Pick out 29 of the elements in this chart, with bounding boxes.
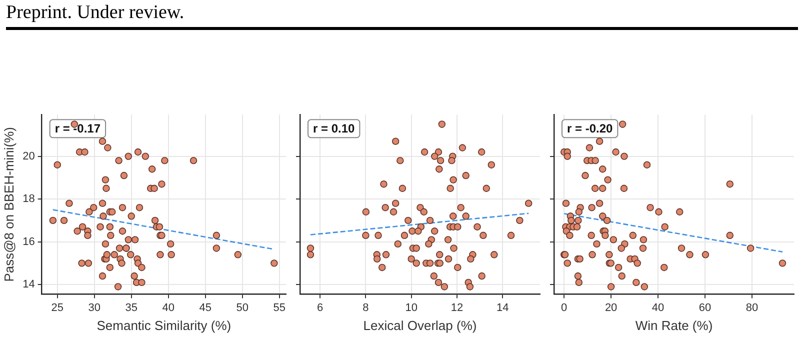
x-axis-title: Lexical Overlap (%) <box>363 318 477 333</box>
x-tick-label: 30 <box>88 302 100 314</box>
x-tick-label: 50 <box>236 302 248 314</box>
x-tick-label: 20 <box>604 302 618 314</box>
annotation: r = 0.10 <box>313 121 356 136</box>
y-tick-label: 16 <box>22 236 35 248</box>
x-tick-label: 8 <box>362 302 369 314</box>
x-tick-label: 0 <box>561 302 568 314</box>
x-tick-label: 10 <box>405 302 418 314</box>
chart-title: Preprint. Under review. <box>6 0 798 30</box>
x-tick-label: 6 <box>317 302 324 314</box>
x-tick-label: 25 <box>51 302 64 314</box>
x-tick-label: 40 <box>652 302 664 314</box>
x-tick-label: 12 <box>450 302 464 314</box>
x-tick-label: 14 <box>496 302 509 314</box>
y-tick-label: 20 <box>22 150 35 162</box>
x-axis-title: Win Rate (%) <box>635 318 713 333</box>
x-tick-label: 80 <box>746 302 758 314</box>
annotation: r = -0.17 <box>54 121 101 136</box>
y-tick-label: 14 <box>22 278 35 291</box>
x-axis-title: Semantic Similarity (%) <box>96 318 232 333</box>
x-tick-label: 40 <box>162 302 174 314</box>
x-tick-label: 60 <box>698 302 712 314</box>
x-tick-label: 35 <box>125 302 138 314</box>
y-tick-label: 18 <box>22 193 35 206</box>
y-axis-title: Pass@8 on BBEH-mini(%) <box>1 127 16 282</box>
x-tick-label: 45 <box>199 302 212 314</box>
x-tick-label: 55 <box>273 302 286 314</box>
annotation: r = -0.20 <box>567 121 614 136</box>
